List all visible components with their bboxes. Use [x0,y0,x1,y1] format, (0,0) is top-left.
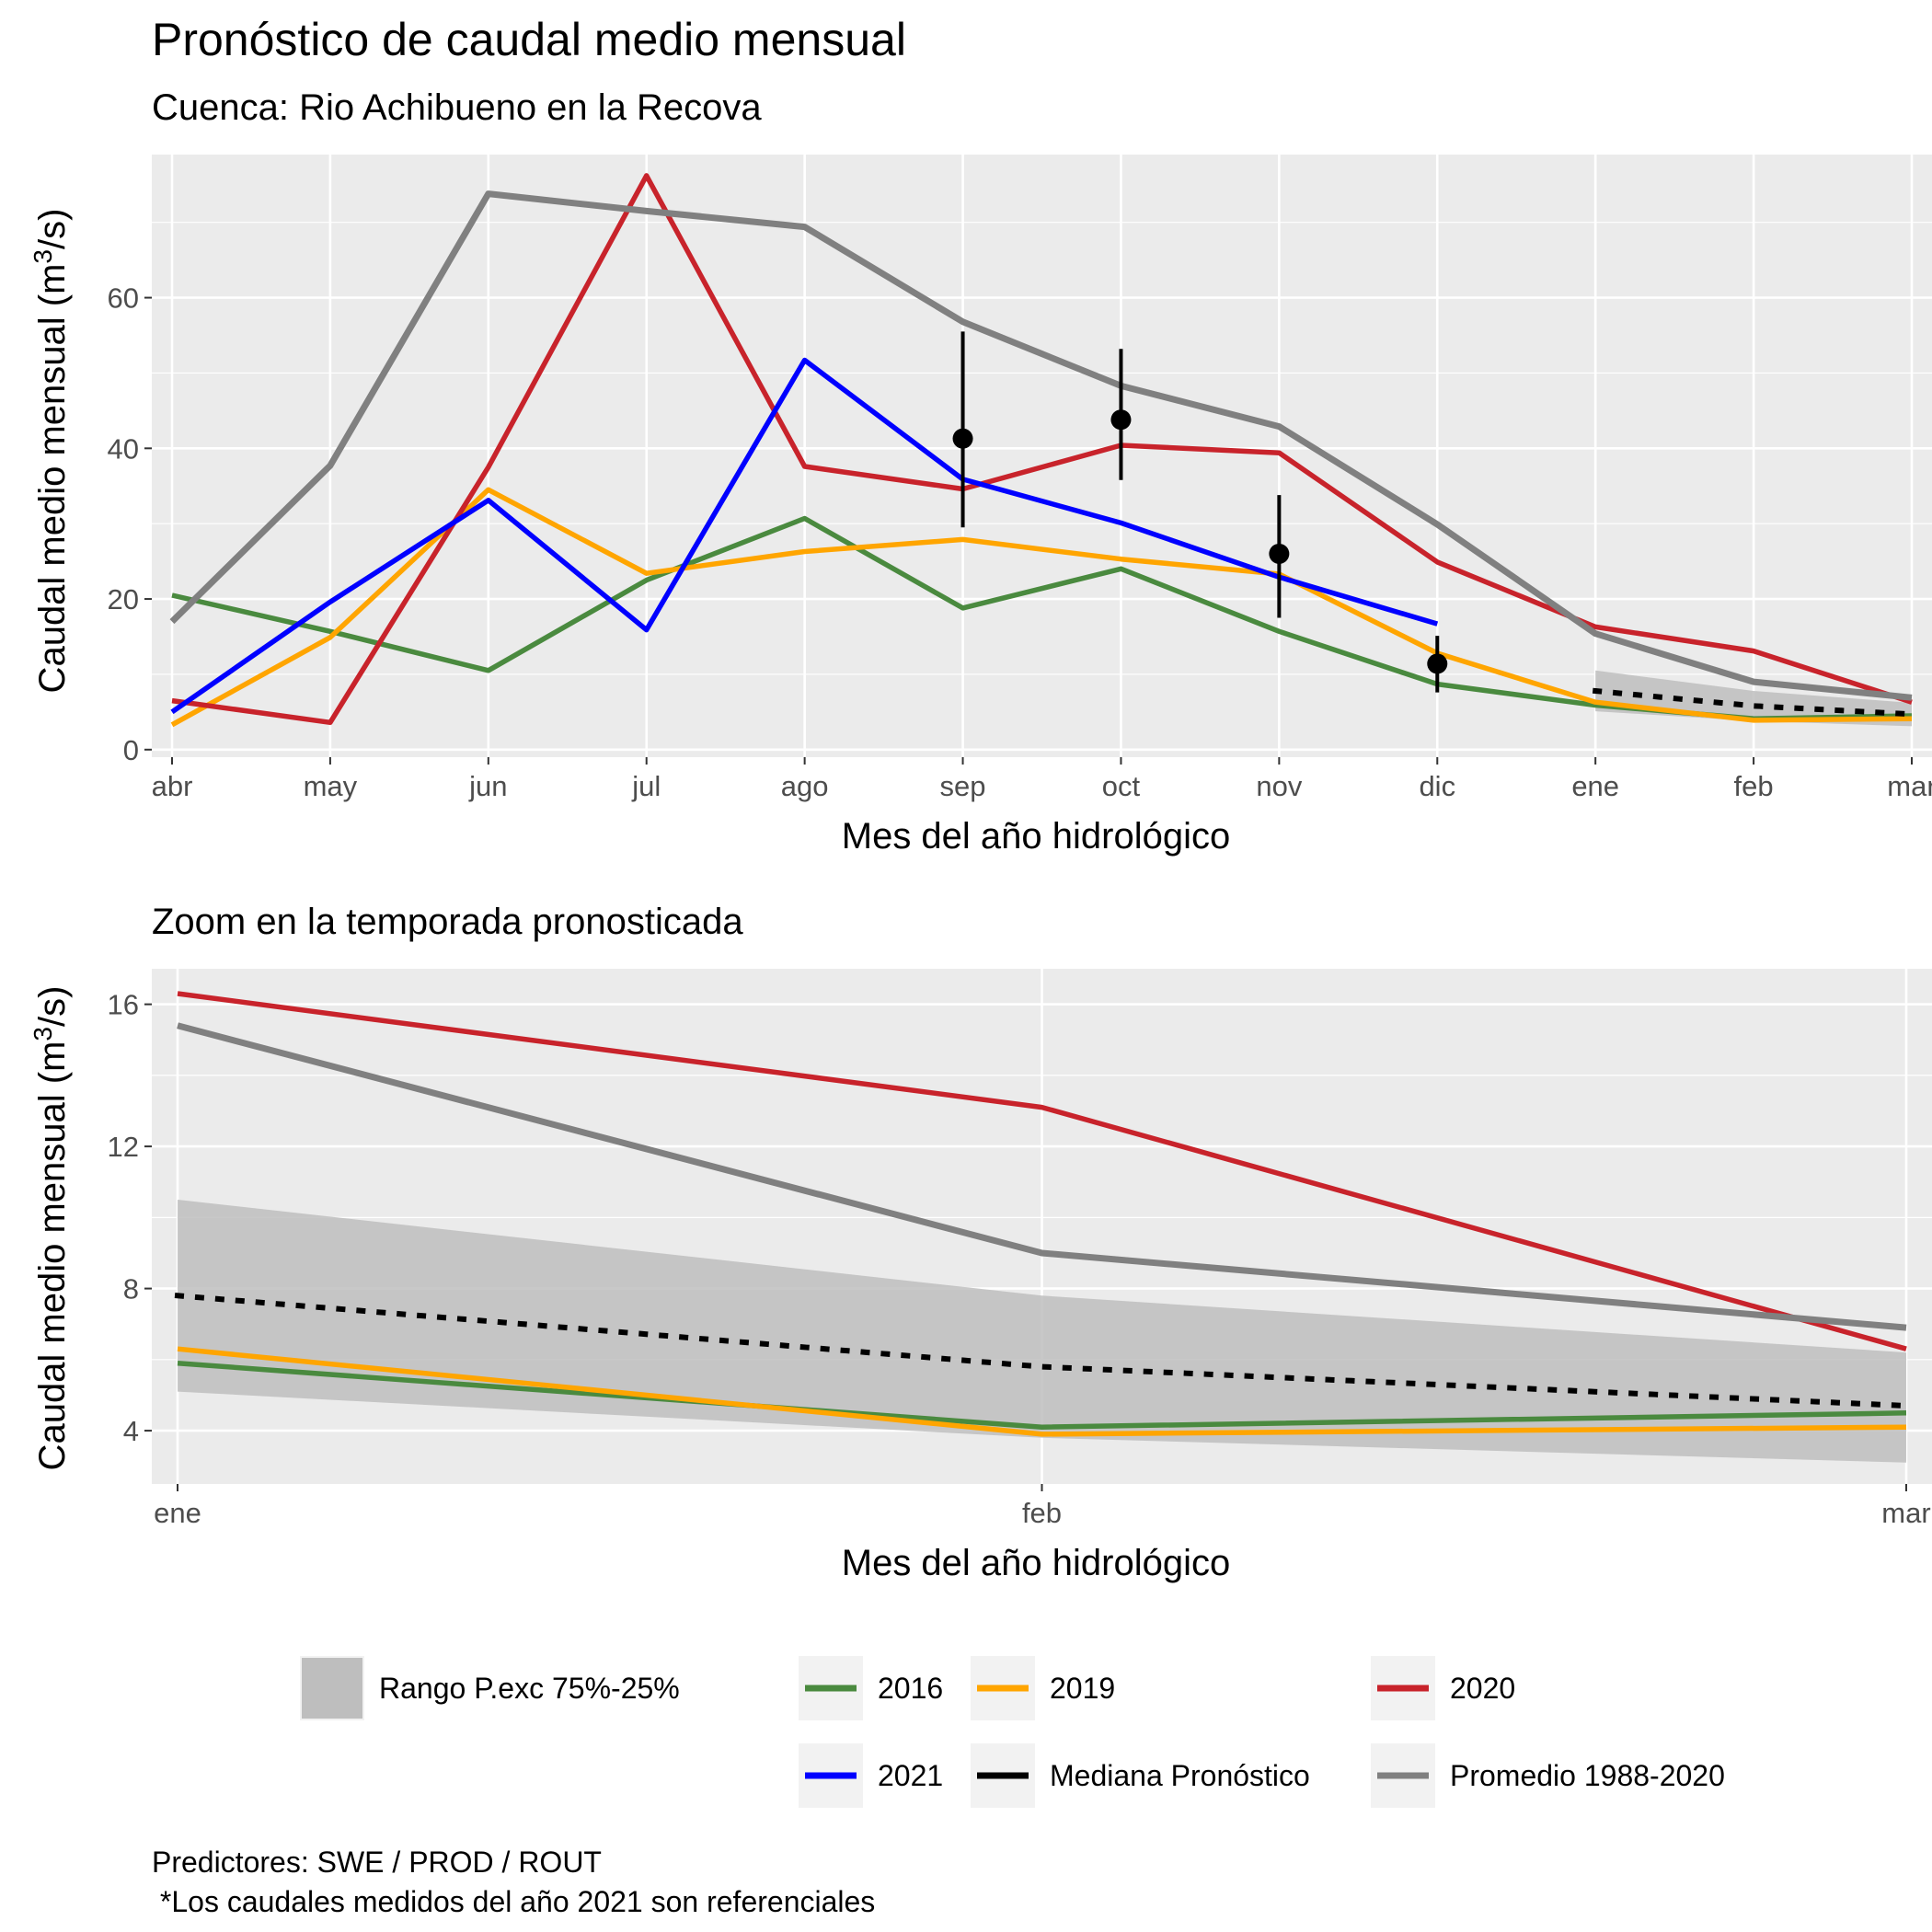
bottom-y-tick-label: 4 [123,1415,139,1447]
legend-label: 2020 [1450,1672,1515,1705]
legend-item-2016: 2016 [799,1656,943,1720]
x-axis-title-top: Mes del año hidrológico [842,816,1230,857]
chart-title: Pronóstico de caudal medio mensual [152,14,906,65]
main-plot-panel: 0 20 40 60 abr may jun jul ago sep oct nov dic ene feb… [108,155,1932,802]
top-panel-background [152,155,1932,757]
top-x-tick-label-nov: nov [1256,770,1302,802]
top-point-nov [1269,543,1290,564]
bottom-y-tick-label: 16 [108,989,139,1021]
legend-label: 2021 [878,1759,943,1792]
bottom-series-2020 [177,991,1907,1351]
top-x-tick-label-dic: dic [1419,770,1455,802]
caption-predictors: Predictores: SWE / PROD / ROUT [152,1846,602,1879]
bottom-y-tick-label: 12 [108,1131,139,1163]
top-series-mediana-pron-stico [1592,687,1915,718]
top-x-tick-label-jul: jul [631,770,661,802]
bottom-x-tick-label-ene: ene [154,1497,201,1529]
top-series-2020 [171,173,1913,726]
top-y-tick-label: 40 [108,432,139,465]
top-y-tick-label: 20 [108,583,139,615]
y-axis-title-bottom: Caudal medio mensual (m3/s) [29,986,73,1471]
bottom-x-tick-label-feb: feb [1022,1497,1062,1529]
bottom-series-2016 [177,1360,1907,1430]
zoom-title: Zoom en la temporada pronosticada [152,902,743,942]
top-x-tick-label-mar: mar [1887,770,1932,802]
legend-item-mediana-pron-stico: Mediana Pronóstico [971,1743,1310,1808]
top-x-tick-label-jun: jun [468,770,507,802]
caption-note: *Los caudales medidos del año 2021 son r… [152,1885,875,1918]
bottom-y-tick-label: 8 [123,1273,139,1305]
top-point-dic [1427,653,1448,674]
legend-item-2020: 2020 [1371,1656,1515,1720]
top-x-tick-label-sep: sep [940,770,986,802]
top-x-tick-label-ene: ene [1571,770,1619,802]
legend-swatch-band [302,1658,362,1719]
top-point-sep [952,428,973,449]
top-x-tick-label-ago: ago [781,770,829,802]
top-x-tick-label-may: may [304,770,358,802]
bottom-x-tick-label-mar: mar [1881,1497,1930,1529]
top-point-oct [1110,409,1132,431]
y-axis-title-top: Caudal medio mensual (m3/s) [29,209,73,694]
top-series-2021 [170,357,1439,715]
top-x-tick-label-oct: oct [1102,770,1141,802]
legend-label: Rango P.exc 75%-25% [379,1672,680,1705]
legend-label: 2016 [878,1672,943,1705]
top-y-tick-label: 60 [108,282,139,315]
bottom-series-mediana-pron-stico [174,1293,1910,1409]
legend: Rango P.exc 75%-25% 2016 2019 2020 2021 Media… [300,1656,1725,1808]
x-axis-title-bottom: Mes del año hidrológico [842,1543,1230,1583]
legend-label: Promedio 1988-2020 [1450,1759,1725,1792]
chart-subtitle: Cuenca: Rio Achibueno en la Recova [152,87,762,128]
legend-label: Mediana Pronóstico [1050,1759,1310,1792]
legend-item-2019: 2019 [971,1656,1115,1720]
legend-label: 2019 [1050,1672,1115,1705]
top-y-tick-label: 0 [123,734,139,766]
legend-item-rango-p-exc-75-25: Rango P.exc 75%-25% [300,1656,680,1720]
top-x-tick-label-feb: feb [1734,770,1774,802]
bottom-series-promedio-1988-2020 [177,1022,1907,1331]
legend-item-promedio-1988-2020: Promedio 1988-2020 [1371,1743,1725,1808]
top-series-promedio-1988-2020 [169,190,1913,701]
bottom-series-2019 [177,1346,1907,1437]
zoom-plot-panel: 4 8 12 16 ene feb mar [108,969,1932,1529]
top-x-tick-label-abr: abr [152,770,193,802]
legend-item-2021: 2021 [799,1743,943,1808]
